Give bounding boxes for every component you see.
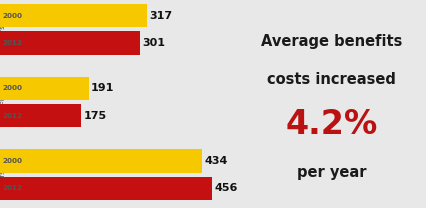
Text: 191: 191: [91, 83, 114, 93]
Text: 2012: 2012: [3, 40, 23, 46]
Text: 2012: 2012: [3, 186, 23, 191]
Text: 434: 434: [204, 156, 227, 166]
Text: 175: 175: [83, 111, 106, 121]
Bar: [0, 31, 140, 55]
Text: 317: 317: [150, 11, 173, 21]
Text: Average benefits: Average benefits: [261, 34, 402, 49]
Text: 2000: 2000: [3, 158, 23, 164]
Bar: [0, 4, 147, 27]
Bar: [0, 77, 89, 100]
Text: 456: 456: [214, 183, 237, 193]
Bar: [0, 104, 81, 128]
Text: 4.2%: 4.2%: [285, 108, 377, 141]
Bar: [0, 177, 212, 200]
Text: 2012: 2012: [3, 113, 23, 119]
Text: 301: 301: [142, 38, 165, 48]
Text: 2000: 2000: [3, 13, 23, 19]
Text: costs increased: costs increased: [267, 72, 395, 87]
Bar: [0, 149, 201, 173]
Text: 2000: 2000: [3, 85, 23, 91]
Text: per year: per year: [296, 165, 366, 180]
